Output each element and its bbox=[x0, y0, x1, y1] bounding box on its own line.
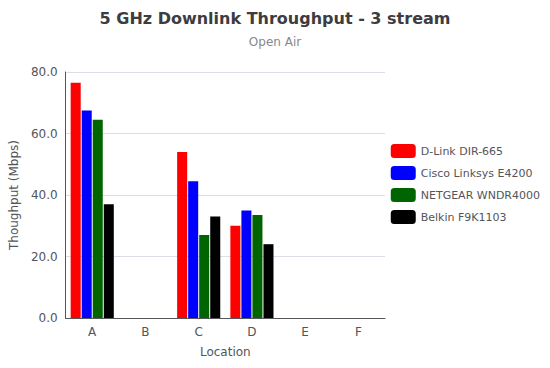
svg-text:C: C bbox=[194, 325, 202, 339]
svg-text:20.0: 20.0 bbox=[31, 250, 58, 264]
svg-text:Belkin F9K1103: Belkin F9K1103 bbox=[421, 211, 507, 224]
svg-text:A: A bbox=[88, 325, 97, 339]
svg-text:D: D bbox=[247, 325, 256, 339]
svg-text:0.0: 0.0 bbox=[39, 311, 58, 325]
svg-text:Thoughput (Mbps): Thoughput (Mbps) bbox=[7, 140, 21, 251]
svg-text:E: E bbox=[301, 325, 309, 339]
svg-text:Open Air: Open Air bbox=[249, 35, 301, 49]
svg-text:D-Link DIR-665: D-Link DIR-665 bbox=[421, 145, 503, 158]
svg-text:40.0: 40.0 bbox=[31, 188, 58, 202]
svg-text:F: F bbox=[355, 325, 362, 339]
svg-text:60.0: 60.0 bbox=[31, 127, 58, 141]
svg-text:80.0: 80.0 bbox=[31, 65, 58, 79]
svg-text:Cisco Linksys E4200: Cisco Linksys E4200 bbox=[421, 167, 533, 180]
svg-text:B: B bbox=[141, 325, 149, 339]
svg-text:NETGEAR WNDR4000: NETGEAR WNDR4000 bbox=[421, 189, 540, 202]
svg-text:5 GHz Downlink Throughput - 3: 5 GHz Downlink Throughput - 3 stream bbox=[100, 9, 451, 28]
svg-text:Location: Location bbox=[200, 345, 251, 359]
